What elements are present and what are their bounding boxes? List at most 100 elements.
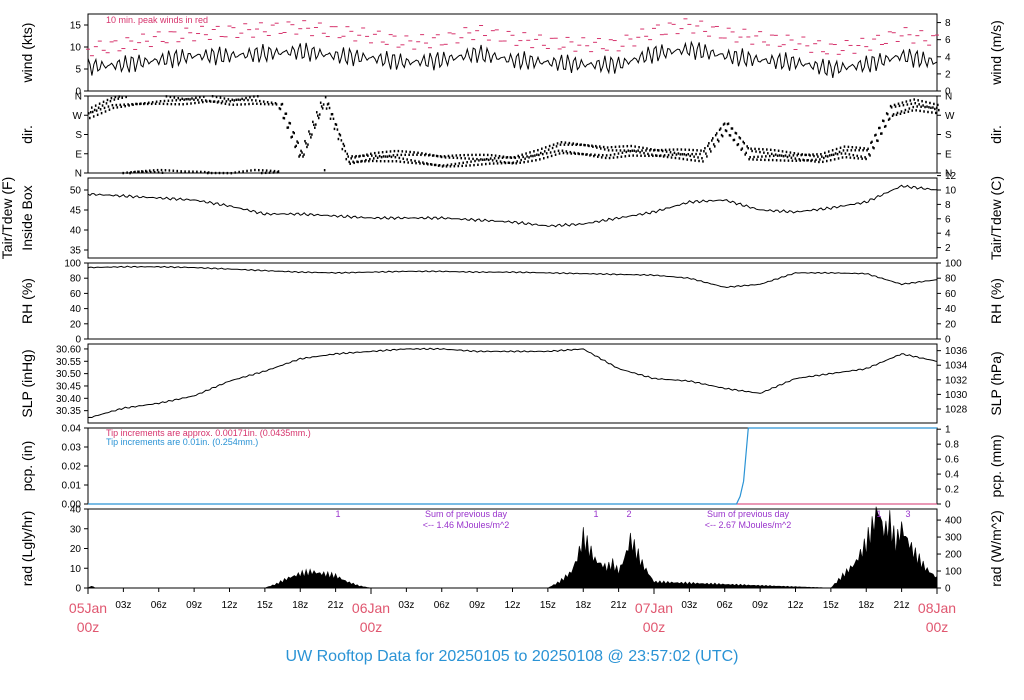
temp-y2-tick-label: 8 bbox=[945, 200, 951, 211]
dir-point bbox=[611, 149, 614, 152]
pcp-y-tick-label: 0.01 bbox=[62, 481, 82, 492]
dir-point bbox=[106, 98, 109, 102]
x-date-label: 07Jan bbox=[635, 600, 673, 616]
dir-point bbox=[818, 160, 820, 164]
dir-point bbox=[333, 127, 336, 131]
rad-ylabel: rad (Lgly/hr) bbox=[19, 511, 35, 586]
dir-point bbox=[227, 98, 230, 101]
dir-point bbox=[747, 147, 749, 150]
dir-point bbox=[257, 95, 259, 98]
dir-point bbox=[589, 154, 591, 157]
dir-point bbox=[850, 149, 853, 152]
dir-point bbox=[524, 157, 526, 160]
dir-point bbox=[339, 134, 342, 137]
dir-point bbox=[497, 156, 500, 160]
dir-point bbox=[652, 154, 654, 158]
dir-point bbox=[780, 154, 783, 157]
dir-point bbox=[920, 105, 922, 108]
dir-point bbox=[552, 143, 555, 146]
dir-point bbox=[283, 117, 286, 120]
dir-point bbox=[443, 155, 446, 158]
dir-point bbox=[369, 157, 371, 161]
dir-point bbox=[612, 156, 615, 159]
dir-y-tick-label: E bbox=[75, 149, 82, 160]
dir-point bbox=[164, 169, 167, 172]
dir-point bbox=[316, 114, 319, 117]
dir-point bbox=[208, 99, 211, 103]
dir-point bbox=[127, 103, 129, 106]
dir-point bbox=[692, 148, 694, 152]
dir-point bbox=[118, 95, 121, 98]
dir-point bbox=[733, 138, 736, 142]
dir-point bbox=[231, 98, 234, 101]
dir-point bbox=[870, 141, 872, 145]
dir-point bbox=[305, 142, 307, 145]
dir-point bbox=[926, 105, 928, 108]
dir-point bbox=[264, 171, 267, 175]
rh-y2-tick-label: 100 bbox=[945, 259, 962, 270]
dir-point bbox=[373, 151, 376, 155]
dir-point bbox=[598, 145, 601, 148]
dir-point bbox=[696, 149, 698, 152]
dir-point bbox=[541, 152, 544, 156]
dir-point bbox=[424, 153, 426, 157]
dir-point bbox=[663, 154, 666, 157]
dir-point bbox=[604, 156, 607, 160]
dir-point bbox=[177, 96, 180, 100]
dir-point bbox=[840, 152, 843, 155]
dir-point bbox=[415, 161, 417, 165]
dir-point bbox=[896, 111, 899, 115]
dir-point bbox=[197, 98, 199, 102]
dir-point bbox=[745, 151, 748, 155]
dir-point bbox=[235, 98, 237, 102]
rad-annotation: 1 bbox=[593, 509, 598, 519]
dir-point bbox=[861, 157, 863, 160]
dir-point bbox=[683, 153, 686, 156]
dir-point bbox=[350, 157, 352, 160]
dir-point bbox=[839, 146, 842, 149]
rad-y2-tick-label: 300 bbox=[945, 533, 962, 544]
dir-point bbox=[485, 157, 488, 161]
dir-point bbox=[790, 156, 793, 160]
dir-point bbox=[555, 145, 558, 148]
rad-annotation: Sum of previous day bbox=[707, 509, 790, 519]
dir-point bbox=[330, 113, 333, 116]
dir-point bbox=[278, 107, 281, 110]
dir-point bbox=[556, 142, 559, 145]
dir-point bbox=[749, 155, 751, 159]
rh-y-tick-label: 0 bbox=[75, 335, 81, 346]
dir-point bbox=[512, 161, 515, 164]
x-tick-label: 15z bbox=[257, 600, 273, 611]
slp-y-tick-label: 30.50 bbox=[56, 369, 81, 380]
dir-point bbox=[242, 170, 244, 173]
wind-y-tick-label: 10 bbox=[70, 43, 82, 54]
dir-point bbox=[144, 102, 146, 105]
pcp-y2-tick-label: 0.6 bbox=[945, 455, 959, 466]
rad-annotation: 1 bbox=[335, 509, 340, 519]
dir-point bbox=[368, 159, 370, 163]
dir-point bbox=[441, 165, 444, 168]
dir-point bbox=[734, 131, 737, 135]
dir-point bbox=[898, 104, 901, 108]
wind-speed-line bbox=[87, 40, 938, 78]
dir-point bbox=[199, 96, 201, 99]
temp-y-tick-label: 50 bbox=[70, 186, 82, 197]
dir-point bbox=[811, 158, 813, 162]
dir-point bbox=[855, 146, 858, 149]
slp-y2-tick-label: 1034 bbox=[945, 361, 968, 372]
dir-point bbox=[746, 145, 748, 148]
dir-point bbox=[574, 152, 577, 155]
x-tick-label: 03z bbox=[398, 600, 414, 611]
dir-point bbox=[293, 131, 295, 135]
dir-point bbox=[712, 143, 715, 146]
pcp-annotation-blue: Tip increments are 0.01in. (0.254mm.) bbox=[106, 437, 258, 447]
dir-point bbox=[514, 156, 517, 160]
dir-point bbox=[515, 162, 518, 165]
dir-point bbox=[472, 157, 474, 161]
dir-point bbox=[559, 143, 562, 146]
dir-point bbox=[460, 156, 463, 160]
dir-point bbox=[249, 96, 251, 99]
dir-point bbox=[109, 99, 112, 103]
dir-point bbox=[768, 154, 771, 158]
dir-point bbox=[687, 153, 690, 156]
